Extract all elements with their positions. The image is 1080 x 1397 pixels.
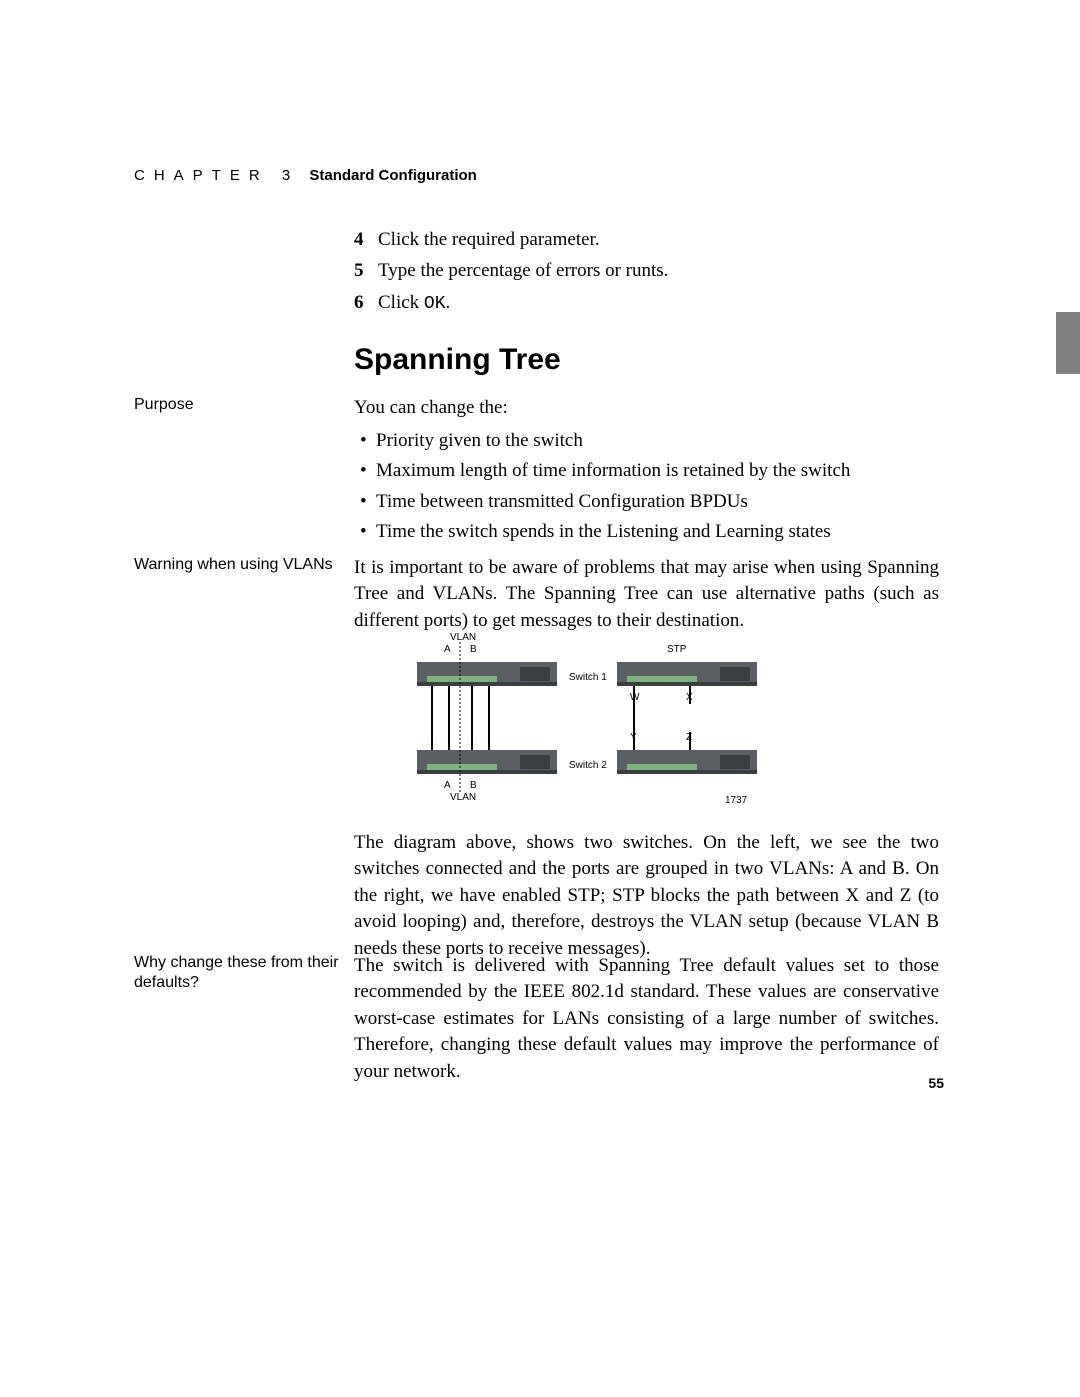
diagram-label-a-top: A xyxy=(444,644,451,655)
diagram-label-z: Z xyxy=(686,732,692,743)
step-number: 6 xyxy=(354,288,378,319)
diagram-label-vlan-top: VLAN xyxy=(450,632,476,643)
margin-label-warning: Warning when using VLANs xyxy=(134,555,344,575)
diagram-explanation: The diagram above, shows two switches. O… xyxy=(354,830,939,962)
chapter-label: CHAPTER 3 xyxy=(134,167,299,184)
chapter-title: Standard Configuration xyxy=(309,167,477,184)
diagram-label-b-top: B xyxy=(470,644,477,655)
bullet-dot: • xyxy=(354,458,376,484)
bullet-item: •Time the switch spends in the Listening… xyxy=(354,519,939,545)
step-text: Click OK. xyxy=(378,288,450,319)
purpose-bullets: •Priority given to the switch •Maximum l… xyxy=(354,424,939,550)
bullet-dot: • xyxy=(354,428,376,454)
bullet-text: Time between transmitted Configuration B… xyxy=(376,489,748,515)
diagram-label-switch2: Switch 2 xyxy=(569,760,607,771)
diagram-label-switch1: Switch 1 xyxy=(569,672,607,683)
step-6: 6 Click OK. xyxy=(354,288,944,319)
diagram-label-stp: STP xyxy=(667,644,686,655)
running-header: CHAPTER 3 Standard Configuration xyxy=(134,167,944,184)
section-heading: Spanning Tree xyxy=(354,343,561,377)
warning-paragraph: It is important to be aware of problems … xyxy=(354,555,939,634)
why-paragraph: The switch is delivered with Spanning Tr… xyxy=(354,953,939,1085)
step-number: 5 xyxy=(354,256,378,285)
bullet-text: Maximum length of time information is re… xyxy=(376,458,850,484)
bullet-item: •Priority given to the switch xyxy=(354,428,939,454)
step-text-prefix: Click xyxy=(378,292,424,313)
margin-label-purpose: Purpose xyxy=(134,395,344,415)
bullet-dot: • xyxy=(354,519,376,545)
diagram-label-x: X xyxy=(686,692,693,703)
step-list: 4 Click the required parameter. 5 Type t… xyxy=(354,225,944,321)
step-text: Type the percentage of errors or runts. xyxy=(378,256,668,285)
bullet-dot: • xyxy=(354,489,376,515)
diagram-svg xyxy=(412,632,762,812)
bullet-item: •Time between transmitted Configuration … xyxy=(354,489,939,515)
page-number: 55 xyxy=(928,1075,944,1091)
diagram-label-b-bot: B xyxy=(470,780,477,791)
diagram-label-a-bot: A xyxy=(444,780,451,791)
vlan-stp-diagram: VLAN A B STP Switch 1 Switch 2 W X Y Z A… xyxy=(412,632,762,812)
thumb-tab xyxy=(1056,312,1080,374)
step-text-suffix: . xyxy=(446,292,451,313)
diagram-label-w: W xyxy=(630,692,639,703)
step-text: Click the required parameter. xyxy=(378,225,600,254)
bullet-text: Priority given to the switch xyxy=(376,428,583,454)
page: CHAPTER 3 Standard Configuration 4 Click… xyxy=(0,0,1080,1397)
purpose-intro: You can change the: xyxy=(354,395,939,421)
bullet-text: Time the switch spends in the Listening … xyxy=(376,519,831,545)
step-number: 4 xyxy=(354,225,378,254)
step-code: OK xyxy=(424,294,446,314)
diagram-label-y: Y xyxy=(630,732,637,743)
diagram-figure-id: 1737 xyxy=(725,795,747,806)
diagram-label-vlan-bot: VLAN xyxy=(450,792,476,803)
margin-label-why: Why change these from their defaults? xyxy=(134,953,344,993)
bullet-item: •Maximum length of time information is r… xyxy=(354,458,939,484)
step-5: 5 Type the percentage of errors or runts… xyxy=(354,256,944,285)
step-4: 4 Click the required parameter. xyxy=(354,225,944,254)
